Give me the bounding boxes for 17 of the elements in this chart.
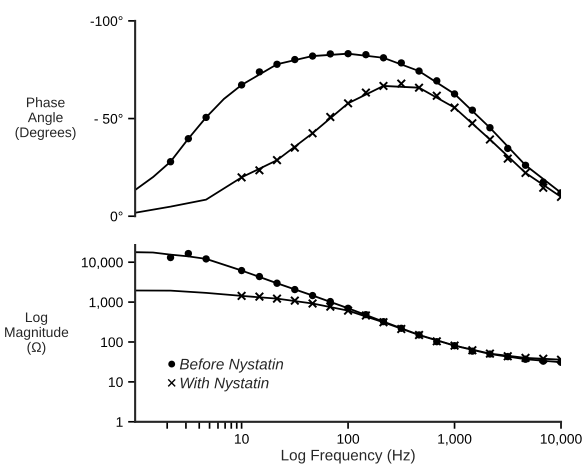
- y-tick-label: -100°: [90, 16, 122, 26]
- y-axis-title: Phase Angle (Degrees): [16, 97, 76, 140]
- y-tick-label: 10,000: [82, 258, 123, 270]
- y-tick-label: 10: [108, 377, 123, 388]
- x-axis-title: Log Frequency (Hz): [282, 449, 415, 464]
- y-tick-label: 0°: [110, 212, 122, 222]
- y-tick-label: 100: [101, 337, 123, 348]
- y-tick-label: 1,000: [90, 297, 123, 309]
- legend-label: Before Nystatin: [180, 358, 284, 373]
- x-tick-label: 10,000: [540, 434, 582, 446]
- x-tick-label: 10: [234, 434, 249, 444]
- y-axis-title: Log Magnitude (Ω): [5, 312, 68, 355]
- x-tick-label: 100: [338, 434, 360, 444]
- legend-label: With Nystatin: [180, 377, 269, 392]
- x-tick-label: 1,000: [438, 434, 472, 446]
- y-tick-label: - 50°: [94, 114, 122, 124]
- y-tick-label: 1: [116, 417, 123, 427]
